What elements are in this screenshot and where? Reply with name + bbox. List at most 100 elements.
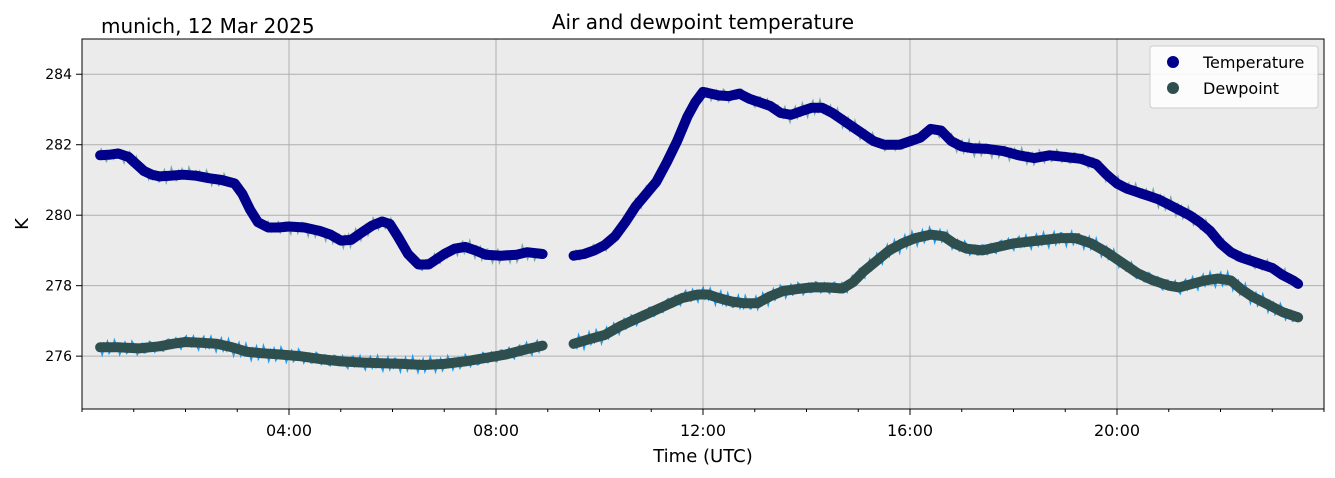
data-point-temperature: [403, 249, 413, 259]
data-point-dewpoint: [315, 354, 325, 364]
data-point-temperature: [263, 223, 273, 232]
data-point-temperature: [522, 247, 532, 257]
data-point-temperature: [204, 173, 214, 183]
data-point-temperature: [1133, 187, 1143, 197]
data-point-temperature: [377, 217, 387, 226]
data-point-dewpoint: [752, 298, 762, 308]
data-point-dewpoint: [460, 356, 470, 366]
data-point-dewpoint: [727, 297, 736, 306]
data-point-dewpoint: [113, 342, 123, 352]
data-point-temperature: [124, 152, 134, 162]
x-tick-label: 04:00: [266, 421, 312, 440]
data-point-dewpoint: [134, 343, 144, 353]
data-point-dewpoint: [1293, 312, 1303, 322]
data-point-dewpoint: [871, 256, 881, 266]
data-point-temperature: [745, 94, 755, 104]
data-point-temperature: [734, 89, 744, 99]
data-point-temperature: [983, 144, 993, 154]
data-point-temperature: [858, 129, 868, 139]
data-point-dewpoint: [501, 349, 511, 359]
data-point-temperature: [848, 122, 858, 132]
data-point-temperature: [481, 250, 491, 260]
legend-marker-temperature: [1167, 56, 1179, 68]
data-point-temperature: [1184, 210, 1194, 220]
data-point-temperature: [356, 228, 366, 238]
data-point-dewpoint: [600, 330, 610, 340]
data-point-dewpoint: [1213, 274, 1223, 284]
data-point-dewpoint: [977, 245, 987, 255]
data-point-temperature: [620, 217, 630, 227]
data-point-temperature: [1060, 152, 1070, 162]
data-point-dewpoint: [1071, 233, 1081, 243]
data-point-temperature: [155, 171, 165, 181]
data-point-temperature: [538, 249, 548, 259]
data-point-temperature: [1091, 159, 1101, 169]
data-point-dewpoint: [522, 344, 532, 354]
data-point-temperature: [245, 205, 255, 215]
data-point-temperature: [651, 177, 661, 187]
data-point-temperature: [765, 101, 775, 111]
data-point-dewpoint: [227, 342, 237, 352]
data-point-dewpoint: [1055, 233, 1065, 243]
data-point-dewpoint: [858, 267, 868, 277]
data-point-temperature: [512, 250, 522, 260]
data-point-temperature: [424, 260, 434, 269]
legend-label-dewpoint: Dewpoint: [1203, 79, 1279, 98]
data-point-dewpoint: [155, 341, 165, 351]
data-point-temperature: [905, 136, 915, 146]
data-point-temperature: [879, 140, 889, 150]
data-point-temperature: [165, 171, 175, 181]
data-point-dewpoint: [336, 356, 346, 366]
data-point-temperature: [95, 150, 105, 160]
data-point-temperature: [869, 136, 879, 146]
data-point-temperature: [569, 251, 579, 261]
data-point-dewpoint: [939, 231, 949, 241]
data-point-dewpoint: [1267, 302, 1277, 312]
data-point-temperature: [1216, 238, 1225, 248]
data-point-dewpoint: [1024, 237, 1034, 247]
data-point-dewpoint: [1278, 307, 1288, 317]
data-point-temperature: [191, 171, 201, 181]
data-point-temperature: [1122, 184, 1132, 194]
data-point-temperature: [217, 175, 227, 185]
data-point-dewpoint: [714, 293, 723, 303]
data-point-temperature: [998, 146, 1008, 156]
data-point-dewpoint: [822, 282, 832, 292]
data-point-dewpoint: [1086, 238, 1096, 248]
data-point-dewpoint: [910, 233, 920, 243]
data-point-temperature: [1014, 150, 1024, 160]
data-point-temperature: [1226, 247, 1236, 257]
data-point-dewpoint: [926, 230, 936, 240]
data-point-dewpoint: [1236, 284, 1246, 294]
data-point-dewpoint: [646, 307, 656, 317]
data-point-dewpoint: [196, 338, 206, 348]
data-point-temperature: [450, 244, 460, 254]
data-point-dewpoint: [419, 360, 428, 370]
data-point-temperature: [1247, 256, 1257, 266]
data-point-dewpoint: [1174, 282, 1184, 292]
legend-label-temperature: Temperature: [1202, 53, 1304, 72]
y-tick-label: 278: [45, 279, 72, 295]
data-point-temperature: [895, 140, 905, 150]
data-point-dewpoint: [584, 334, 594, 344]
x-axis-label: Time (UTC): [652, 446, 753, 467]
data-point-dewpoint: [294, 351, 304, 361]
data-point-dewpoint: [1187, 279, 1197, 289]
data-point-dewpoint: [962, 244, 972, 254]
data-point-dewpoint: [181, 337, 190, 347]
data-point-dewpoint: [897, 238, 907, 248]
legend-marker-dewpoint: [1167, 82, 1179, 94]
data-point-temperature: [131, 159, 141, 169]
data-point-dewpoint: [1040, 235, 1050, 245]
data-point-temperature: [600, 240, 610, 250]
data-point-temperature: [807, 103, 817, 113]
data-point-dewpoint: [807, 282, 817, 292]
data-point-temperature: [1257, 260, 1267, 269]
x-tick-label: 08:00: [473, 421, 519, 440]
data-point-temperature: [817, 103, 827, 113]
data-point-temperature: [706, 89, 716, 99]
data-point-dewpoint: [398, 359, 408, 369]
data-point-temperature: [724, 91, 734, 101]
data-point-dewpoint: [662, 300, 672, 310]
